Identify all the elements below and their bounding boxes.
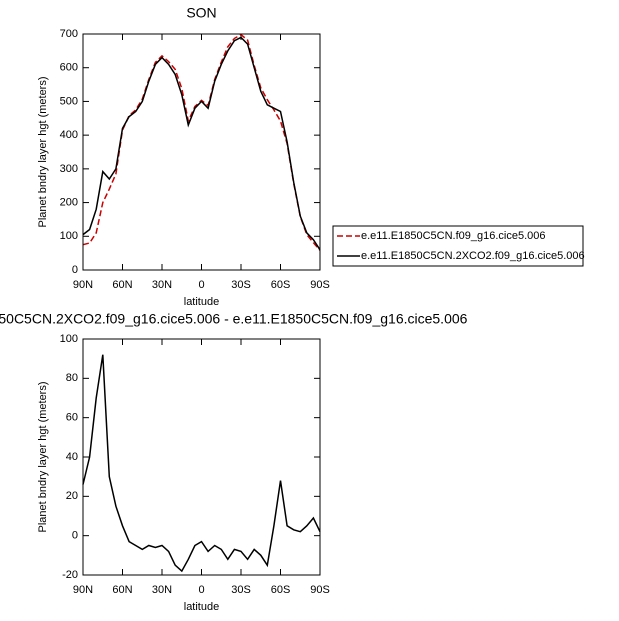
x-tick-label: 30N xyxy=(152,584,172,596)
y-tick-label: 600 xyxy=(60,62,78,74)
data-line xyxy=(82,36,321,251)
y-tick-label: 80 xyxy=(66,372,78,384)
y-tick-label: 20 xyxy=(66,490,78,502)
plot-frame xyxy=(82,338,321,576)
x-tick-label: 90S xyxy=(310,279,330,291)
x-tick-label: 90N xyxy=(73,279,93,291)
legend-label: e.e11.E1850C5CN.f09_g16.cice5.006 xyxy=(361,230,546,242)
x-tick-label: 30S xyxy=(231,279,251,291)
y-tick-label: 100 xyxy=(60,230,78,242)
y-tick-label: 0 xyxy=(72,530,78,542)
x-tick-label: 60N xyxy=(112,279,132,291)
x-tick-label: 30N xyxy=(152,279,172,291)
x-axis-label: latitude xyxy=(184,601,219,613)
y-tick-label: 700 xyxy=(60,28,78,40)
y-tick-label: -20 xyxy=(62,569,78,581)
y-tick-label: 60 xyxy=(66,412,78,424)
x-tick-label: 60N xyxy=(112,584,132,596)
x-tick-label: 30S xyxy=(231,584,251,596)
chart-title: e.e11.E1850C5CN.2XCO2.f09_g16.cice5.006 … xyxy=(0,311,468,327)
y-axis-label: Planet bndry layer hgt (meters) xyxy=(37,76,49,227)
y-tick-label: 40 xyxy=(66,451,78,463)
y-tick-label: 400 xyxy=(60,129,78,141)
x-tick-label: 60S xyxy=(271,279,291,291)
y-tick-label: 0 xyxy=(72,264,78,276)
x-tick-label: 90S xyxy=(310,584,330,596)
x-tick-label: 0 xyxy=(198,279,204,291)
data-line xyxy=(82,33,321,251)
y-tick-label: 200 xyxy=(60,196,78,208)
y-tick-label: 300 xyxy=(60,163,78,175)
legend-label: e.e11.E1850C5CN.2XCO2.f09_g16.cice5.006 xyxy=(361,250,585,262)
y-axis-label: Planet bndry layer hgt (meters) xyxy=(37,381,49,532)
legend-box xyxy=(332,225,584,267)
chart-title: SON xyxy=(186,5,216,21)
data-line xyxy=(82,354,321,573)
x-tick-label: 60S xyxy=(271,584,291,596)
x-tick-label: 90N xyxy=(73,584,93,596)
y-tick-label: 500 xyxy=(60,95,78,107)
x-axis-label: latitude xyxy=(184,296,219,308)
x-tick-label: 0 xyxy=(198,584,204,596)
plot-frame xyxy=(82,33,321,271)
y-tick-label: 100 xyxy=(60,333,78,345)
